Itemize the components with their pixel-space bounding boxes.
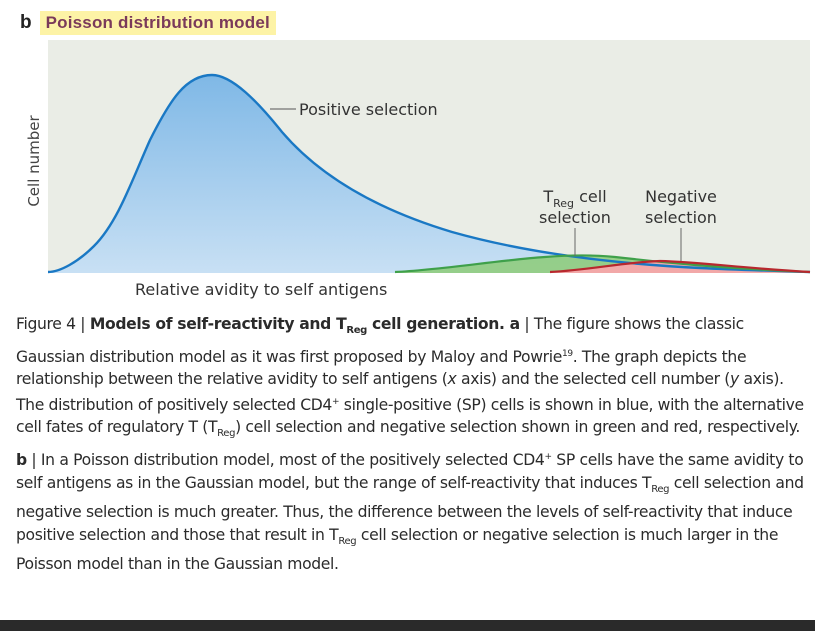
caption-text-5: single-positive (SP) cells is shown in b… — [16, 395, 804, 437]
x-axis-label: Relative avidity to self antigens — [135, 280, 387, 299]
treg-rest: cell — [574, 187, 607, 206]
caption-reg-subscript-3: Reg — [338, 535, 357, 547]
negative-selection-curve — [549, 259, 811, 274]
caption-superscript-plus: + — [332, 396, 340, 407]
caption-panel-a-label: a — [504, 315, 521, 333]
y-axis-label: Cell number — [25, 114, 43, 206]
treg-t: T — [542, 187, 553, 206]
negative-selection-label-line1: Negative — [645, 187, 717, 206]
caption-title-subscript: Reg — [346, 325, 367, 336]
treg-selection-curve — [394, 254, 811, 274]
caption-text-6: ) cell selection and negative selection … — [235, 418, 801, 437]
positive-selection-curve — [47, 73, 811, 274]
panel-letter: b — [20, 12, 32, 33]
caption-text-8: SP cells have the same avidity to self a… — [16, 450, 804, 492]
caption-title-part-b: cell generation. — [366, 315, 505, 333]
caption-separator: | — [75, 315, 90, 333]
caption-text-3: axis) and the selected cell number ( — [456, 370, 731, 389]
caption-text-2: . The graph depicts the relationship bet… — [16, 347, 747, 389]
bottom-rule — [0, 620, 815, 631]
positive-selection-area — [48, 75, 810, 273]
treg-selection-label: TReg cell — [542, 187, 606, 210]
treg-selection-label-line2: selection — [539, 208, 611, 227]
caption-title-part-a: Models of self-reactivity and T — [89, 315, 347, 333]
figure-label: Figure 4 — [16, 315, 76, 333]
caption-superscript-plus-2: + — [544, 451, 552, 462]
caption-text-7: | In a Poisson distribution model, most … — [26, 450, 545, 469]
caption-reference: 19 — [561, 348, 573, 359]
panel-header: b Poisson distribution model — [20, 10, 276, 36]
positive-selection-label: Positive selection — [299, 100, 438, 119]
caption-text-10: cell selection or negative selection is … — [16, 525, 779, 574]
distribution-diagram: Positive selection TReg cell selection N… — [25, 40, 811, 299]
caption-x-italic: x — [447, 370, 457, 389]
treg-sub: Reg — [553, 197, 574, 210]
negative-selection-label-line2: selection — [645, 208, 717, 227]
panel-title: Poisson distribution model — [39, 11, 276, 35]
caption-text-1: | The figure shows the classic Gaussian … — [16, 315, 744, 366]
caption-reg-subscript-1: Reg — [217, 428, 236, 440]
caption-panel-b-label: b — [16, 450, 27, 469]
caption-y-italic: y — [730, 370, 739, 389]
figure-caption: Figure 4 | Models of self-reactivity and… — [16, 313, 808, 576]
caption-text-9: cell selection and negative selection is… — [16, 473, 804, 544]
caption-title: Models of self-reactivity and TReg cell … — [89, 315, 521, 336]
caption-reg-subscript-2: Reg — [651, 483, 670, 495]
caption-text-4: axis). The distribution of positively se… — [16, 370, 784, 414]
